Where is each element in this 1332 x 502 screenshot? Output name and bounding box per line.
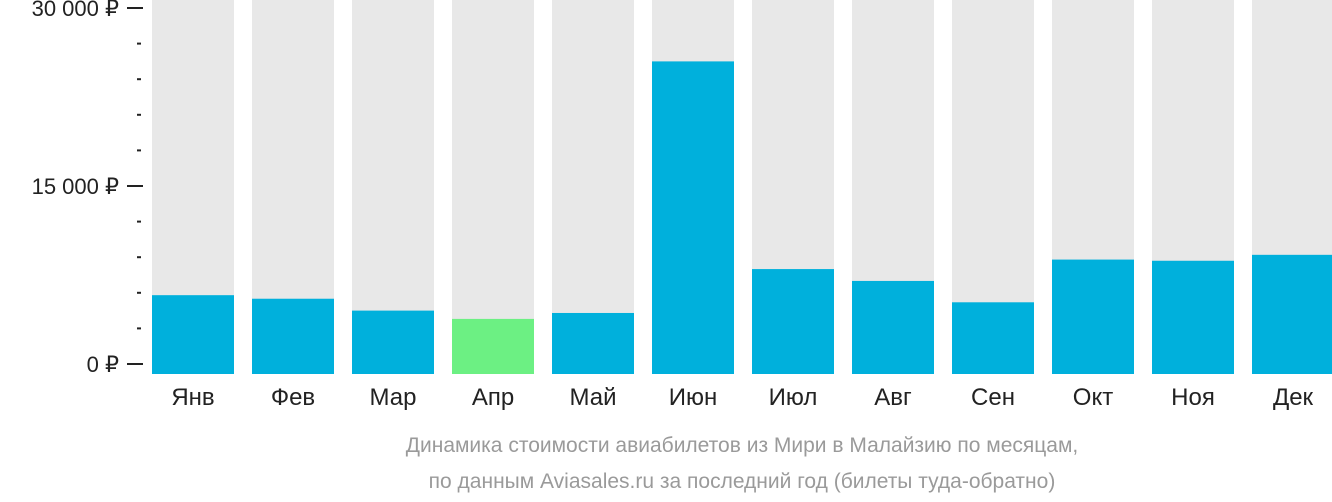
chart-caption: Динамика стоимости авиабилетов из Мири в… <box>406 434 1078 493</box>
x-tick-label-month-3: Мар <box>370 384 417 411</box>
x-tick-label-month-8: Авг <box>874 384 912 411</box>
background-bar-month-4 <box>452 0 534 374</box>
x-tick-label-month-5: Май <box>569 384 616 411</box>
bar-month-2[interactable] <box>252 298 334 374</box>
y-tick-label-1: 15 000 ₽ <box>32 174 119 199</box>
caption-line-2: по данным Aviasales.ru за последний год … <box>429 470 1056 493</box>
value-bars <box>152 61 1332 375</box>
bar-month-10[interactable] <box>1052 259 1134 374</box>
background-bar-month-5 <box>552 0 634 374</box>
x-axis-labels: Янв Фев Мар Апр Май Июн Июл Авг Сен Окт Ноя Дек <box>171 384 1313 411</box>
bar-month-6[interactable] <box>652 61 734 375</box>
bar-month-3[interactable] <box>352 310 434 374</box>
x-tick-label-month-4: Апр <box>472 384 514 411</box>
y-tick-label-2: 0 ₽ <box>87 352 119 377</box>
x-tick-label-month-6: Июн <box>669 384 718 411</box>
x-tick-label-month-7: Июл <box>769 384 818 411</box>
bar-month-1[interactable] <box>152 295 234 374</box>
bar-month-7[interactable] <box>752 269 834 374</box>
x-tick-label-month-9: Сен <box>971 384 1015 411</box>
x-tick-label-month-11: Ноя <box>1171 384 1215 411</box>
bar-month-12[interactable] <box>1252 254 1332 374</box>
x-tick-label-month-12: Дек <box>1273 384 1314 411</box>
y-tick-label-0: 30 000 ₽ <box>32 0 119 21</box>
bar-month-9[interactable] <box>952 302 1034 374</box>
bar-month-4[interactable] <box>452 318 534 374</box>
bar-month-8[interactable] <box>852 280 934 374</box>
x-tick-label-month-1: Янв <box>171 384 214 411</box>
y-axis: 30 000 ₽ 15 000 ₽ 0 ₽ <box>32 0 143 377</box>
x-tick-label-month-10: Окт <box>1073 384 1113 411</box>
bar-month-11[interactable] <box>1152 260 1234 374</box>
caption-line-1: Динамика стоимости авиабилетов из Мири в… <box>406 434 1078 457</box>
bar-month-5[interactable] <box>552 312 634 374</box>
x-tick-label-month-2: Фев <box>271 384 315 411</box>
